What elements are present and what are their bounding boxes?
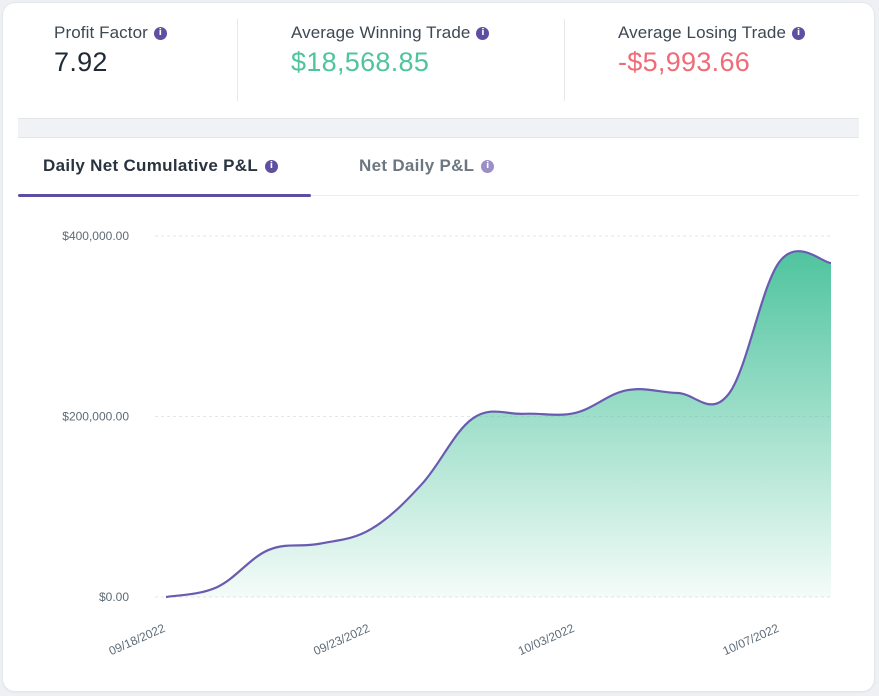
stat-label: Profit Factor i <box>54 23 167 43</box>
section-separator <box>18 118 859 138</box>
x-tick-label: 09/18/2022 <box>107 621 168 658</box>
data-point[interactable] <box>365 523 377 535</box>
series-line <box>165 250 832 599</box>
average-losing-trade-label: Average Losing Trade <box>618 23 787 42</box>
average-winning-trade-label: Average Winning Trade <box>291 23 471 42</box>
divider <box>237 19 238 101</box>
data-point[interactable] <box>518 408 530 420</box>
stat-average-winning-trade: Average Winning Trade i $18,568.85 <box>291 23 490 78</box>
x-tick-label: 09/23/2022 <box>311 621 372 658</box>
x-tick-label: 10/07/2022 <box>721 621 782 658</box>
info-icon[interactable]: i <box>481 159 495 173</box>
tab-net-daily-pnl[interactable]: Net Daily P&L i <box>359 137 495 195</box>
tab-daily-net-cumulative-pnl[interactable]: Daily Net Cumulative P&L i <box>18 137 311 197</box>
stat-label: Average Winning Trade i <box>291 23 490 43</box>
active-tab-indicator <box>18 194 311 197</box>
pnl-card: Profit Factor i 7.92 Average Winning Tra… <box>3 3 874 691</box>
profit-factor-value: 7.92 <box>54 47 108 77</box>
info-icon[interactable]: i <box>265 159 279 173</box>
data-point[interactable] <box>416 478 428 490</box>
y-tick-label: $200,000.00 <box>62 410 129 424</box>
data-point[interactable] <box>774 255 786 267</box>
data-point[interactable] <box>467 412 479 424</box>
divider <box>564 19 565 101</box>
x-tick-label: 10/03/2022 <box>516 621 577 658</box>
info-icon[interactable]: i <box>153 26 167 40</box>
y-tick-label: $0.00 <box>99 590 129 604</box>
data-point[interactable] <box>160 591 172 603</box>
data-point[interactable] <box>262 544 274 556</box>
data-point[interactable] <box>723 388 735 400</box>
stat-average-losing-trade: Average Losing Trade i -$5,993.66 <box>618 23 806 78</box>
profit-factor-label: Profit Factor <box>54 23 148 42</box>
data-point[interactable] <box>569 407 581 419</box>
area-fill <box>166 251 831 598</box>
stat-label: Average Losing Trade i <box>618 23 806 43</box>
data-point[interactable] <box>211 581 223 593</box>
y-tick-label: $400,000.00 <box>62 229 129 243</box>
average-winning-trade-value: $18,568.85 <box>291 47 430 77</box>
info-icon[interactable]: i <box>476 26 490 40</box>
tab-label: Net Daily P&L <box>359 156 475 175</box>
average-losing-trade-value: -$5,993.66 <box>618 47 751 77</box>
stat-profit-factor: Profit Factor i 7.92 <box>54 23 167 78</box>
info-icon[interactable]: i <box>792 26 806 40</box>
data-point[interactable] <box>825 257 837 269</box>
data-point[interactable] <box>672 387 684 399</box>
cumulative-pnl-chart: $0.00 $200,000.00 $400,000.00 09/18/2022 09… <box>62 229 837 658</box>
data-point[interactable] <box>313 538 325 550</box>
stats-row: Profit Factor i 7.92 Average Winning Tra… <box>3 3 874 118</box>
data-point[interactable] <box>620 384 632 396</box>
tab-label: Daily Net Cumulative P&L <box>43 156 259 175</box>
chart-tabs: Daily Net Cumulative P&L i Net Daily P&L… <box>18 137 859 197</box>
